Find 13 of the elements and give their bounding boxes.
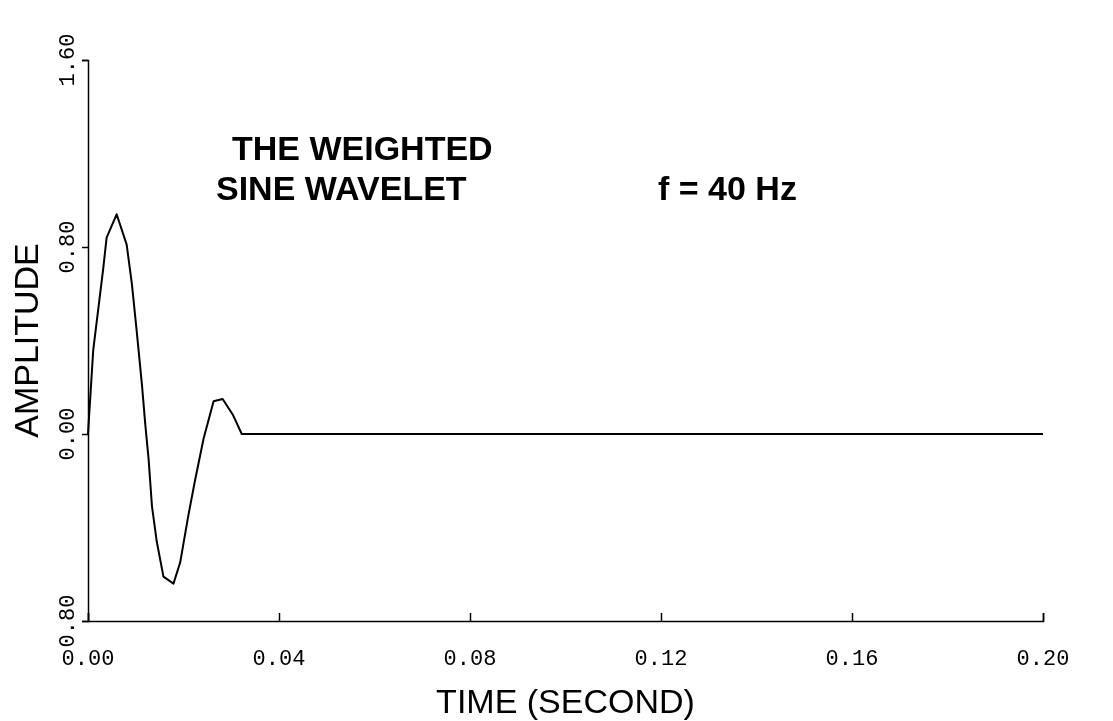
text: THE WEIGHTED SINE WAVELET: [216, 129, 493, 207]
y-tick-label: 1.60: [56, 33, 81, 87]
y-tick-label: 0.80: [56, 594, 81, 648]
x-tick-label: 0.16: [825, 647, 879, 672]
y-axis-title: AMPLITUDE: [7, 243, 45, 438]
annotation: f = 40 Hz: [658, 169, 797, 207]
y-tick-label: 0.00: [56, 407, 81, 461]
x-tick-label: 0.20: [1016, 647, 1070, 672]
x-tick-label: 0.08: [443, 647, 497, 672]
x-tick-label: 0.12: [634, 647, 688, 672]
y-tick-label: 0.80: [56, 220, 81, 274]
x-tick-label: 0.04: [252, 647, 306, 672]
x-axis-title: TIME (SECOND): [436, 682, 695, 720]
